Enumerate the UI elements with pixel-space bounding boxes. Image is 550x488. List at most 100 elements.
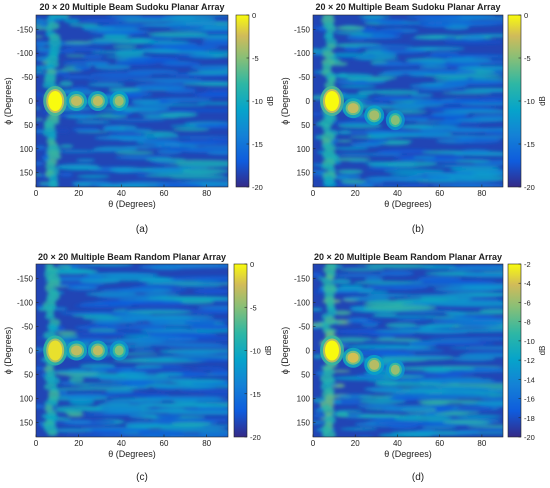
sidelobe [59,172,73,177]
sidelobe [36,35,43,38]
sidelobe [90,149,120,152]
sidelobe [81,275,103,280]
sidelobe [380,407,434,412]
sidelobe [313,163,324,167]
sidelobe [330,278,352,285]
sidelobe [145,157,187,162]
sidelobe [430,111,470,117]
sidelobe [372,103,434,107]
sidelobe [402,390,500,394]
sidelobe [364,277,384,282]
colorbar-tick-label: -4 [524,279,531,288]
x-axis-label: θ (Degrees) [108,199,156,209]
sidelobe [393,415,452,422]
sidelobe [114,60,157,66]
sidelobe [169,276,228,280]
sidelobe-texture [36,264,228,437]
sidelobe [369,34,402,39]
x-tick-label: 60 [435,189,444,198]
sidelobe [79,363,116,369]
sidelobe [36,44,45,48]
sidelobe [73,65,91,71]
sidelobe [357,184,375,187]
x-tick-label: 40 [117,439,126,448]
sidelobe [113,313,154,319]
x-tick-label: 0 [311,439,316,448]
sidelobe [399,310,459,313]
colorbar-tick-label: 0 [250,260,254,269]
sidelobe [194,366,226,371]
sidelobe [206,151,228,155]
sidelobe [469,428,503,432]
x-tick-label: 40 [393,189,402,198]
sidelobe [366,167,398,171]
beam-peak [347,103,359,114]
colorbar-label: dB [538,346,547,356]
sidelobe [370,132,409,138]
y-tick-label: -50 [21,322,33,331]
sidelobe [204,88,228,93]
colorbar-tick-label: -10 [250,347,261,356]
beam-peak [71,345,83,356]
sidelobe [423,73,503,78]
sidelobe [135,83,186,89]
sidelobe [323,180,337,187]
sidelobe [413,15,462,19]
chart-title: 20 × 20 Multiple Beam Random Planar Arra… [314,252,502,262]
y-axis-label: ϕ (Degrees) [3,327,13,375]
sidelobe [156,414,182,419]
beam-peak [48,91,63,111]
sidelobe [113,169,134,174]
colorbar-tick-label: -6 [524,298,531,307]
sidelobe [360,18,388,22]
sidelobe [419,325,454,329]
sidelobe [166,25,205,29]
y-tick-label: -100 [294,49,311,58]
sidelobe [313,112,322,116]
sidelobe [373,346,438,349]
y-tick-label: -150 [17,274,34,283]
sidelobe [181,168,228,174]
sidelobe [137,430,185,436]
sidelobe [382,161,438,168]
colorbar-tick-label: -2 [524,260,531,269]
sidelobe [403,355,452,358]
sidelobe [132,139,180,142]
sidelobe [425,69,478,75]
sidelobe [170,15,196,21]
sidelobe [336,394,375,400]
beam-peak [71,96,83,106]
sidelobe [111,112,133,116]
sidelobe [146,329,198,332]
sidelobe [445,79,503,85]
sidelobe [410,93,434,98]
sidelobe [463,369,503,372]
panel-label: (b) [412,224,424,235]
sidelobe [372,338,422,342]
sidelobe [79,278,121,284]
colorbar-label: dB [264,346,273,356]
sidelobe [459,102,503,106]
y-tick-label: 150 [297,419,311,428]
sidelobe [53,307,68,311]
sidelobe [452,356,496,362]
x-tick-label: 80 [477,439,486,448]
sidelobe [442,420,490,425]
sidelobe [102,300,143,305]
x-tick-label: 20 [351,189,360,198]
sidelobe [80,108,126,112]
sidelobe [313,420,327,425]
sidelobe [108,15,144,17]
sidelobe [480,397,503,401]
sidelobe [477,96,503,103]
sidelobe [430,183,503,187]
sidelobe [89,31,146,35]
colorbar-tick-label: -8 [524,318,531,327]
sidelobe [206,137,228,141]
sidelobe [148,296,228,301]
y-tick-label: -50 [298,73,310,82]
sidelobe [80,413,140,417]
sidelobe [66,285,99,291]
y-axis-label: ϕ (Degrees) [3,77,13,125]
